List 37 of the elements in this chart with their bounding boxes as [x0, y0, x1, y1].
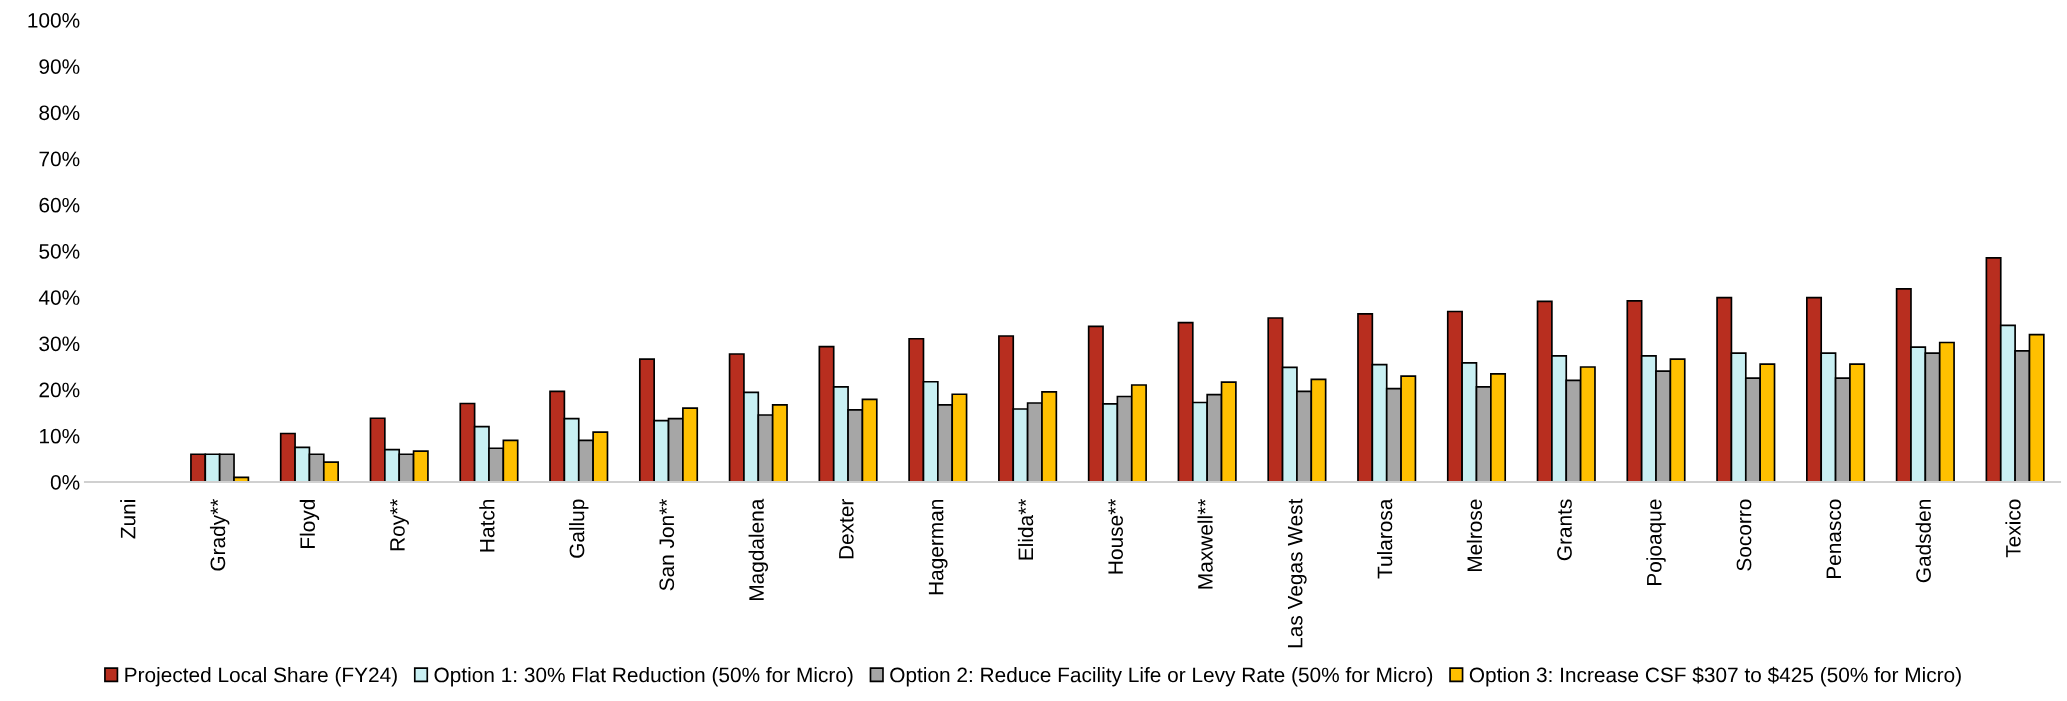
x-tick-label: Roy**: [390, 498, 409, 551]
x-tick-label: Grady**: [209, 498, 230, 571]
legend-label: Option 2: Reduce Facility Life or Levy Rate (50% for Micro): [890, 667, 1433, 687]
y-tick-label: 20%: [39, 382, 80, 398]
x-tick-label: Las Vegas West: [1287, 498, 1307, 648]
y-tick-label: 50%: [39, 244, 80, 259]
x-tick-label: Gallup: [569, 499, 589, 558]
y-tick-label: 80%: [39, 105, 80, 121]
legend-label: Projected Local Share (FY24): [125, 667, 397, 687]
x-tick-label: Grants: [1557, 499, 1572, 561]
y-tick-label: 10%: [40, 428, 80, 444]
y-tick-label: 40%: [38, 290, 80, 305]
x-tick-label: Floyd: [299, 500, 320, 548]
legend-label: Option 3: Increase CSF $307 to $425 (50% for Micro): [1469, 666, 1961, 687]
x-tick-label: Maxwell**: [1197, 498, 1213, 589]
y-tick-label: 60%: [39, 197, 80, 213]
x-tick-label: Magdalena: [748, 498, 769, 601]
x-tick-label: Dexter: [839, 499, 854, 559]
x-tick-label: Socorro: [1736, 499, 1752, 571]
x-tick-label: Texico: [2005, 499, 2021, 558]
y-tick-label: 70%: [39, 151, 80, 167]
y-tick-label: 100%: [28, 13, 80, 28]
x-tick-label: Melrose: [1466, 499, 1483, 572]
x-tick-label: San Jon**: [659, 498, 675, 591]
x-tick-label: Hatch: [479, 500, 495, 552]
x-tick-label: Gadsden: [1915, 500, 1931, 583]
x-tick-label: Penasco: [1826, 499, 1842, 579]
x-tick-label: Pojoaque: [1646, 499, 1666, 585]
y-tick-label: 90%: [39, 59, 80, 74]
x-tick-label: Hagerman: [928, 500, 948, 595]
x-tick-label: Elida**: [1017, 498, 1034, 560]
y-tick-label: 0%: [50, 475, 80, 490]
legend-label: Option 1: 30% Flat Reduction (50% for Micro): [434, 667, 853, 687]
y-tick-label: 30%: [39, 336, 80, 352]
x-tick-label: Zuni: [120, 500, 136, 539]
x-tick-label: Tularosa: [1376, 498, 1393, 579]
x-tick-label: House**: [1108, 498, 1123, 574]
